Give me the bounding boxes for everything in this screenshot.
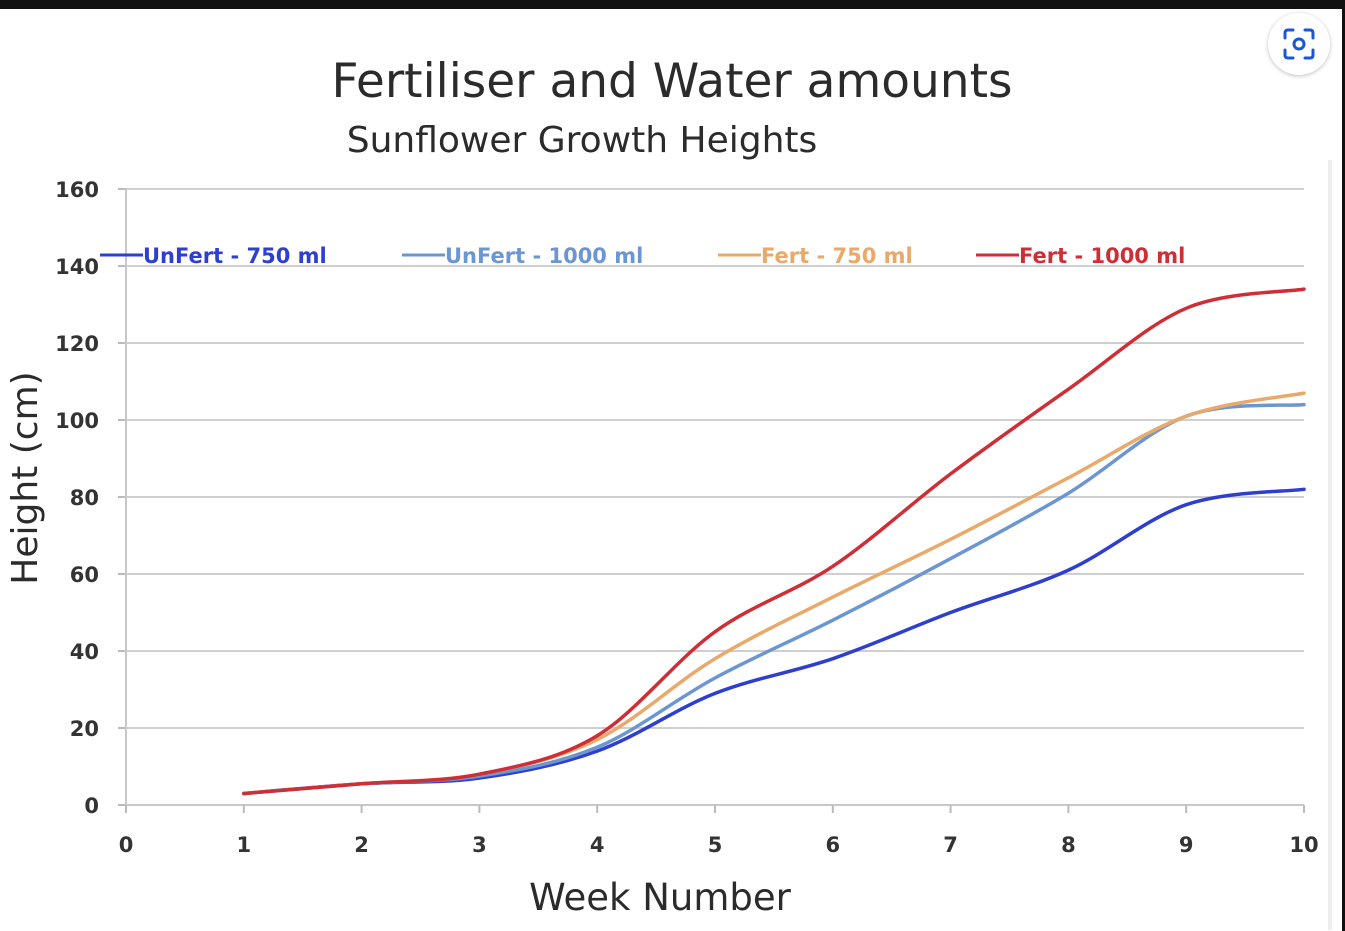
tick-labels: 0 20 40 60 80 100 120 140 160 0 1 2 3 4 5 6 7 8 9 10 bbox=[55, 178, 1318, 857]
google-lens-icon bbox=[1283, 28, 1315, 60]
y-tick-label-120: 120 bbox=[55, 332, 99, 356]
y-tick-label-140: 140 bbox=[55, 255, 99, 279]
x-tick-label-2: 2 bbox=[354, 833, 369, 857]
legend-label-1: UnFert - 750 ml bbox=[143, 244, 327, 268]
chart-frame bbox=[0, 9, 1342, 931]
series-line-4 bbox=[242, 287, 1306, 796]
legend: UnFert - 750 ml UnFert - 1000 ml Fert - 75… bbox=[100, 244, 1185, 268]
legend-label-3: Fert - 750 ml bbox=[761, 244, 913, 268]
x-tick-label-0: 0 bbox=[119, 833, 134, 857]
y-tick-label-40: 40 bbox=[70, 640, 99, 664]
y-tick-label-80: 80 bbox=[70, 486, 99, 510]
y-axis-label: Height (cm) bbox=[5, 371, 46, 584]
lens-search-button[interactable] bbox=[1268, 13, 1330, 75]
x-tick-label-1: 1 bbox=[236, 833, 251, 857]
x-tick-label-5: 5 bbox=[708, 833, 723, 857]
x-tick-label-8: 8 bbox=[1061, 833, 1076, 857]
y-tick-label-0: 0 bbox=[84, 794, 99, 818]
gridlines bbox=[126, 188, 1304, 729]
chart-subtitle: Sunflower Growth Heights bbox=[347, 120, 818, 161]
y-tick-label-160: 160 bbox=[55, 178, 99, 202]
x-tick-label-4: 4 bbox=[590, 833, 605, 857]
x-tick-label-9: 9 bbox=[1179, 833, 1194, 857]
series-line-1 bbox=[242, 487, 1306, 796]
series-lines bbox=[242, 287, 1306, 796]
chart-title: Fertiliser and Water amounts bbox=[331, 54, 1012, 109]
legend-label-4: Fert - 1000 ml bbox=[1019, 244, 1185, 268]
y-tick-label-20: 20 bbox=[70, 717, 99, 741]
series-line-3 bbox=[242, 391, 1306, 796]
right-edge-line bbox=[1328, 160, 1332, 930]
x-axis-label: Week Number bbox=[529, 876, 792, 919]
y-tick-label-100: 100 bbox=[55, 409, 99, 433]
x-tick-label-10: 10 bbox=[1289, 833, 1318, 857]
x-tick-label-6: 6 bbox=[825, 833, 840, 857]
y-tick-label-60: 60 bbox=[70, 563, 99, 587]
axes bbox=[118, 188, 1305, 813]
x-tick-label-7: 7 bbox=[943, 833, 958, 857]
x-tick-label-3: 3 bbox=[472, 833, 487, 857]
legend-label-2: UnFert - 1000 ml bbox=[445, 244, 643, 268]
